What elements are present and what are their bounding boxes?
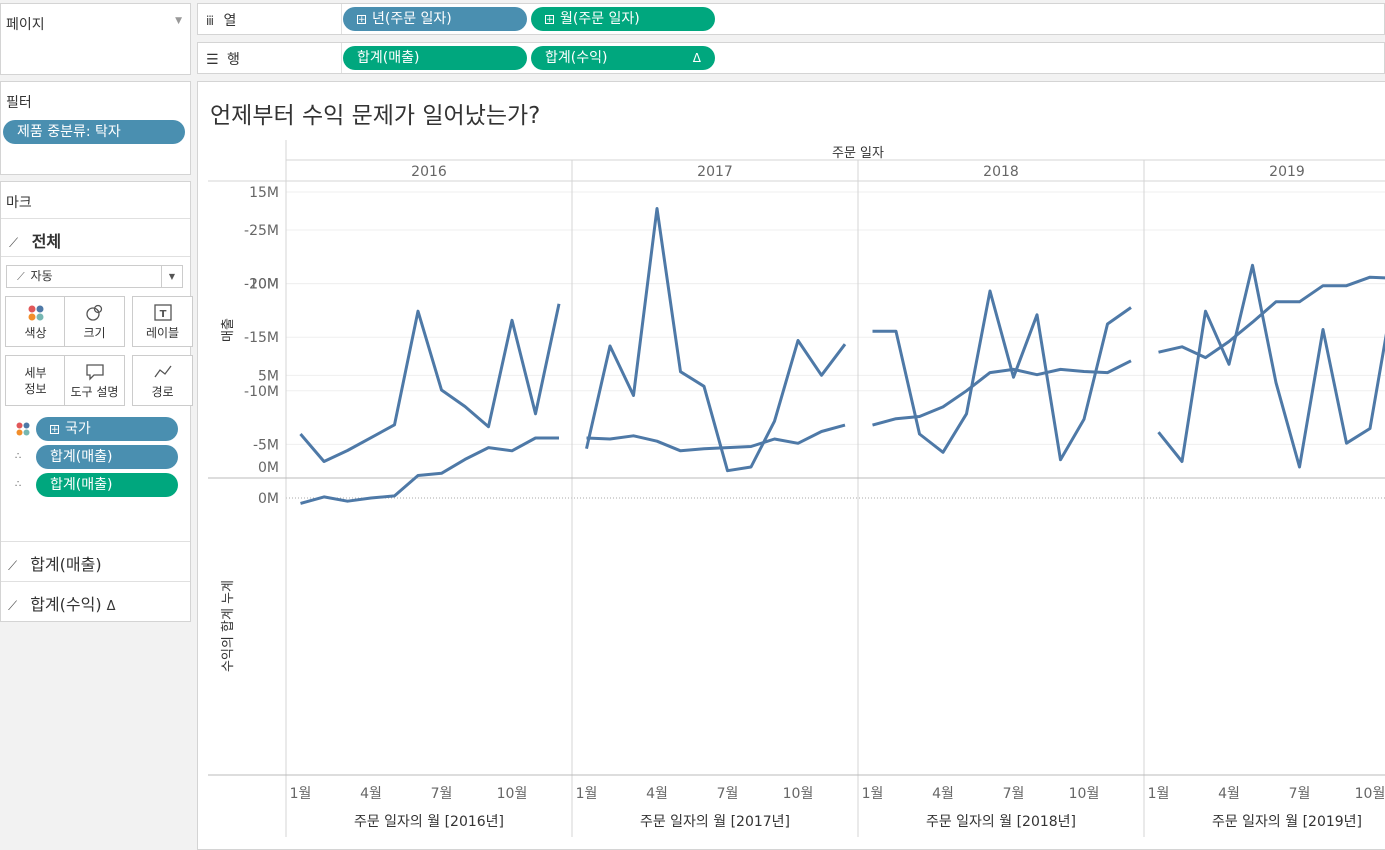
sales-line-2017[interactable] bbox=[585, 207, 847, 473]
mark-type-dropdown[interactable]: ⟋ 자동 ▼ bbox=[6, 265, 183, 288]
profit-tick-label: -15M bbox=[244, 330, 279, 346]
month-tick-label: 4월 bbox=[932, 786, 954, 802]
size-icon bbox=[65, 303, 124, 323]
month-tick-label: 1월 bbox=[290, 786, 312, 802]
profit-line-2016[interactable] bbox=[300, 436, 560, 505]
profit-tick-label: -5M bbox=[253, 437, 279, 453]
month-tick-label: 1월 bbox=[1148, 786, 1170, 802]
marks-card-all[interactable]: ⟋ 전체 bbox=[9, 232, 62, 251]
profit-tick-label: -10M bbox=[244, 384, 279, 400]
sales-line-2019[interactable] bbox=[1157, 263, 1385, 469]
sales-tick-label: 15M bbox=[249, 185, 279, 201]
path-button[interactable]: 경로 bbox=[132, 355, 193, 406]
month-tick-label: 1월 bbox=[862, 786, 884, 802]
year-header-2019: 2019 bbox=[1269, 164, 1305, 180]
label-icon: T bbox=[133, 303, 192, 323]
sales-tick-label: 10M bbox=[249, 277, 279, 293]
view-panel bbox=[197, 81, 1385, 850]
sales-line-2016[interactable] bbox=[299, 303, 561, 463]
column-header-title: 주문 일자 bbox=[832, 146, 884, 161]
marks-pill-sales-2[interactable]: 합계(매출) bbox=[36, 473, 178, 497]
chevron-down-icon: ▼ bbox=[161, 266, 182, 287]
rows-icon: ☰ bbox=[206, 52, 219, 68]
month-tick-label: 10월 bbox=[783, 786, 814, 802]
tooltip-icon bbox=[65, 362, 124, 382]
profit-line-2017[interactable] bbox=[586, 423, 846, 453]
month-tick-label: 4월 bbox=[360, 786, 382, 802]
month-tick-label: 10월 bbox=[1355, 786, 1385, 802]
marks-pill-country[interactable]: + 국가 bbox=[36, 417, 178, 441]
expand-icon[interactable]: + bbox=[357, 15, 366, 25]
delta-icon: Δ bbox=[692, 51, 701, 65]
pages-title: 페이지 bbox=[6, 17, 45, 33]
month-tick-label: 7월 bbox=[431, 786, 453, 802]
expand-icon[interactable]: + bbox=[545, 15, 554, 25]
profit-line-2019[interactable] bbox=[1158, 273, 1385, 360]
row-pill-profit[interactable]: 합계(수익) Δ bbox=[531, 46, 715, 70]
profit-line-2018[interactable] bbox=[872, 359, 1132, 427]
marks-card-sales[interactable]: ⟋ 합계(매출) bbox=[8, 555, 102, 574]
svg-text:T: T bbox=[159, 309, 166, 320]
line-mark-icon: ⟋ bbox=[8, 599, 18, 614]
chevron-down-icon[interactable]: ▼ bbox=[175, 16, 182, 26]
sales-tick-label: 0M bbox=[258, 460, 279, 476]
pages-panel: 페이지 ▼ bbox=[0, 3, 191, 75]
month-tick-label: 7월 bbox=[717, 786, 739, 802]
year-axis-title: 주문 일자의 월 [2017년] bbox=[640, 814, 790, 830]
year-header-2017: 2017 bbox=[697, 164, 733, 180]
color-icon bbox=[6, 303, 65, 323]
column-pill-month[interactable]: + 월(주문 일자) bbox=[531, 7, 715, 31]
rows-shelf-label: ☰ 행 bbox=[206, 52, 240, 68]
expand-icon[interactable]: + bbox=[50, 425, 59, 435]
year-header-2018: 2018 bbox=[983, 164, 1019, 180]
profit-axis-label: 수익의 합계 누계 bbox=[221, 580, 236, 672]
profit-tick-label: 0M bbox=[258, 491, 279, 507]
marks-pill-sales[interactable]: 합계(매출) bbox=[36, 445, 178, 469]
year-axis-title: 주문 일자의 월 [2016년] bbox=[354, 814, 504, 830]
filters-title: 필터 bbox=[6, 95, 32, 111]
detail-icon: ∴ bbox=[15, 479, 21, 490]
line-mark-icon: ⟋ bbox=[17, 270, 25, 283]
sales-tick-label: 5M bbox=[258, 368, 279, 384]
detail-button[interactable]: 세부 정보 bbox=[5, 355, 66, 406]
label-button[interactable]: T 레이블 bbox=[132, 296, 193, 347]
delta-icon: Δ bbox=[106, 599, 116, 614]
month-tick-label: 1월 bbox=[576, 786, 598, 802]
marks-title: 마크 bbox=[6, 195, 32, 211]
month-tick-label: 10월 bbox=[497, 786, 528, 802]
detail-icon: ∴ bbox=[15, 451, 21, 462]
line-mark-icon: ⟋ bbox=[8, 559, 18, 574]
month-tick-label: 7월 bbox=[1289, 786, 1311, 802]
filter-pill-subcategory[interactable]: 제품 중분류: 탁자 bbox=[3, 120, 185, 144]
line-mark-icon: ⟋ bbox=[9, 236, 19, 251]
column-pill-year[interactable]: + 년(주문 일자) bbox=[343, 7, 527, 31]
sales-axis-label: 매출 bbox=[221, 318, 236, 342]
color-icon bbox=[15, 421, 31, 441]
tooltip-button[interactable]: 도구 설명 bbox=[64, 355, 125, 406]
year-header-2016: 2016 bbox=[411, 164, 447, 180]
columns-icon: iii bbox=[206, 14, 214, 28]
month-tick-label: 4월 bbox=[1218, 786, 1240, 802]
month-tick-label: 7월 bbox=[1003, 786, 1025, 802]
month-tick-label: 10월 bbox=[1069, 786, 1100, 802]
row-pill-sales[interactable]: 합계(매출) bbox=[343, 46, 527, 70]
path-icon bbox=[133, 362, 192, 382]
month-tick-label: 4월 bbox=[646, 786, 668, 802]
year-axis-title: 주문 일자의 월 [2019년] bbox=[1212, 814, 1362, 830]
columns-shelf-label: iii 열 bbox=[206, 13, 237, 29]
profit-tick-label: -25M bbox=[244, 223, 279, 239]
view-title: 언제부터 수익 문제가 일어났는가? bbox=[210, 103, 541, 129]
profit-tick-label: -20M bbox=[244, 277, 279, 293]
year-axis-title: 주문 일자의 월 [2018년] bbox=[926, 814, 1076, 830]
size-button[interactable]: 크기 bbox=[64, 296, 125, 347]
marks-card-profit[interactable]: ⟋ 합계(수익) Δ bbox=[8, 595, 116, 614]
